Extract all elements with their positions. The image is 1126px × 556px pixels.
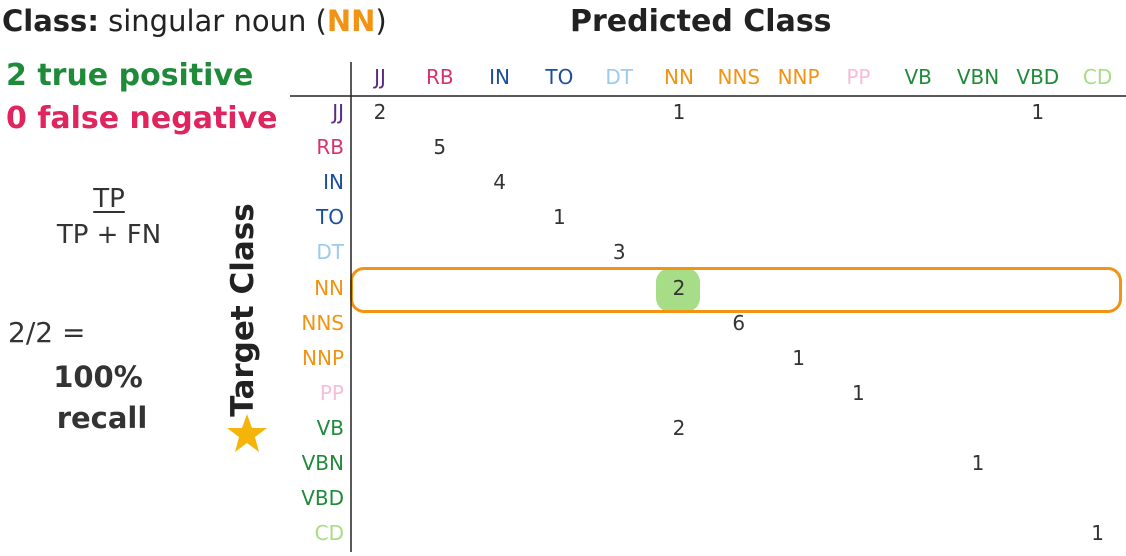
row-label-rb: RB (316, 135, 344, 160)
class-close-paren: ) (375, 4, 387, 38)
cell-vb-nn: 2 (672, 415, 686, 440)
cell-to-to: 1 (553, 205, 566, 230)
column-label-cd: CD (1082, 65, 1113, 89)
column-label-vbn: VBN (956, 65, 1000, 89)
row-label-vbd: VBD (301, 486, 344, 511)
cell-in-in: 4 (493, 170, 506, 195)
column-label-to: TO (545, 65, 574, 89)
column-label-dt: DT (605, 65, 633, 89)
column-label-pp: PP (846, 65, 871, 89)
row-label-in: IN (323, 170, 344, 195)
class-code: NN (326, 4, 376, 38)
column-label-nn: NN (664, 65, 694, 89)
class-heading: Class: singular noun (NN) (2, 4, 387, 38)
row-label-pp: PP (319, 380, 344, 405)
cell-pp-pp: 1 (852, 380, 865, 405)
row-label-to: TO (316, 205, 344, 230)
row-label-dt: DT (316, 240, 344, 265)
formula-numerator: TP (93, 184, 125, 214)
cell-jj-nn: 1 (672, 100, 686, 124)
highlighted-cell (656, 268, 700, 312)
cell-nnp-nnp: 1 (792, 345, 805, 370)
cell-jj-jj: 2 (373, 100, 387, 124)
star-icon (227, 414, 267, 452)
recall-formula: TP TP + FN (30, 184, 188, 250)
row-label-cd: CD (314, 521, 344, 546)
false-negative-count: 0 false negative (6, 101, 278, 136)
row-label-nn: NN (314, 275, 344, 300)
cell-rb-rb: 5 (433, 135, 447, 160)
cell-nns-nns: 6 (732, 310, 746, 335)
recall-metric-name: recall (56, 401, 148, 435)
cell-vbn-vbn: 1 (971, 451, 985, 475)
column-label-vbd: VBD (1016, 65, 1060, 89)
formula-denominator: TP + FN (56, 220, 162, 250)
class-description: singular noun ( (108, 4, 327, 38)
column-label-rb: RB (425, 65, 454, 89)
class-label: Class: (2, 4, 99, 38)
cell-nn-nn: 2 (672, 275, 686, 300)
cell-jj-vbd: 1 (1031, 100, 1045, 124)
column-label-in: IN (489, 65, 511, 89)
predicted-class-title: Predicted Class (570, 4, 832, 39)
cell-cd-cd: 1 (1091, 521, 1104, 546)
recall-percent: 100% (53, 360, 143, 394)
row-label-nns: NNS (301, 310, 344, 335)
cell-dt-dt: 3 (612, 240, 626, 265)
true-positive-count: 2 true positive (6, 58, 254, 93)
column-label-nns: NNS (717, 65, 761, 89)
row-label-vb: VB (316, 415, 344, 440)
row-label-nnp: NNP (302, 345, 344, 370)
row-label-vbn: VBN (301, 451, 344, 475)
column-label-vb: VB (904, 65, 932, 89)
column-label-jj: JJ (374, 65, 386, 89)
column-label-nnp: NNP (777, 65, 820, 89)
row-label-jj: JJ (332, 100, 344, 124)
recall-fraction: 2/2 = (8, 316, 86, 349)
